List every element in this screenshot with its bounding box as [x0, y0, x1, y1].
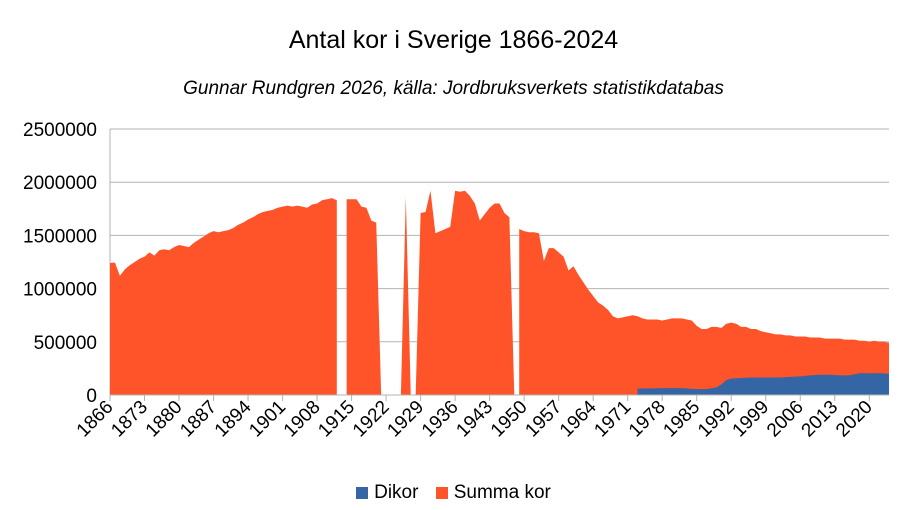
x-tick-label: 1978 [625, 397, 670, 442]
legend-item-summa-kor: Summa kor [435, 482, 551, 504]
x-tick-label: 1894 [211, 396, 256, 441]
x-tick-label: 1999 [729, 397, 774, 442]
legend-swatch-dikor [356, 487, 369, 499]
y-tick-label: 500000 [34, 333, 97, 354]
x-tick-label: 1908 [280, 397, 325, 442]
legend-label-dikor: Dikor [374, 482, 419, 503]
legend-swatch-summa-kor [435, 487, 448, 499]
x-tick-label: 1887 [176, 397, 221, 442]
x-tick-label: 1901 [245, 397, 290, 442]
x-tick-label: 1880 [142, 397, 187, 442]
x-tick-label: 1936 [418, 397, 463, 442]
series-area-dikor [637, 373, 889, 395]
area-chart: 0500000100000015000002000000250000018661… [23, 120, 889, 442]
x-tick-label: 1873 [107, 397, 152, 442]
x-tick-label: 1964 [556, 396, 601, 441]
x-tick-label: 1866 [73, 397, 118, 442]
x-tick-label: 1985 [660, 397, 705, 442]
x-tick-label: 1915 [314, 397, 359, 442]
chart-title: Antal kor i Sverige 1866-2024 [288, 26, 619, 54]
y-tick-label: 0 [86, 386, 97, 407]
x-tick-label: 1992 [694, 397, 739, 442]
chart-subtitle: Gunnar Rundgren 2026, källa: Jordbruksve… [183, 78, 724, 99]
x-tick-label: 1957 [521, 397, 566, 442]
x-tick-label: 1922 [349, 397, 394, 442]
legend-item-dikor: Dikor [356, 482, 418, 504]
legend-label-summa-kor: Summa kor [453, 482, 551, 503]
x-tick-label: 2006 [763, 397, 808, 442]
x-tick-label: 2013 [798, 397, 843, 442]
y-tick-label: 1000000 [23, 280, 97, 301]
x-tick-label: 1950 [487, 397, 532, 442]
y-tick-label: 2500000 [23, 120, 97, 141]
x-tick-label: 1943 [452, 397, 497, 442]
y-tick-label: 1500000 [23, 226, 97, 247]
y-tick-label: 2000000 [23, 173, 97, 194]
legend: Dikor Summa kor [0, 482, 907, 505]
x-tick-label: 2020 [832, 397, 877, 442]
x-tick-label: 1971 [590, 397, 635, 442]
series-area-summa-kor [110, 190, 889, 395]
x-tick-label: 1929 [383, 397, 428, 442]
